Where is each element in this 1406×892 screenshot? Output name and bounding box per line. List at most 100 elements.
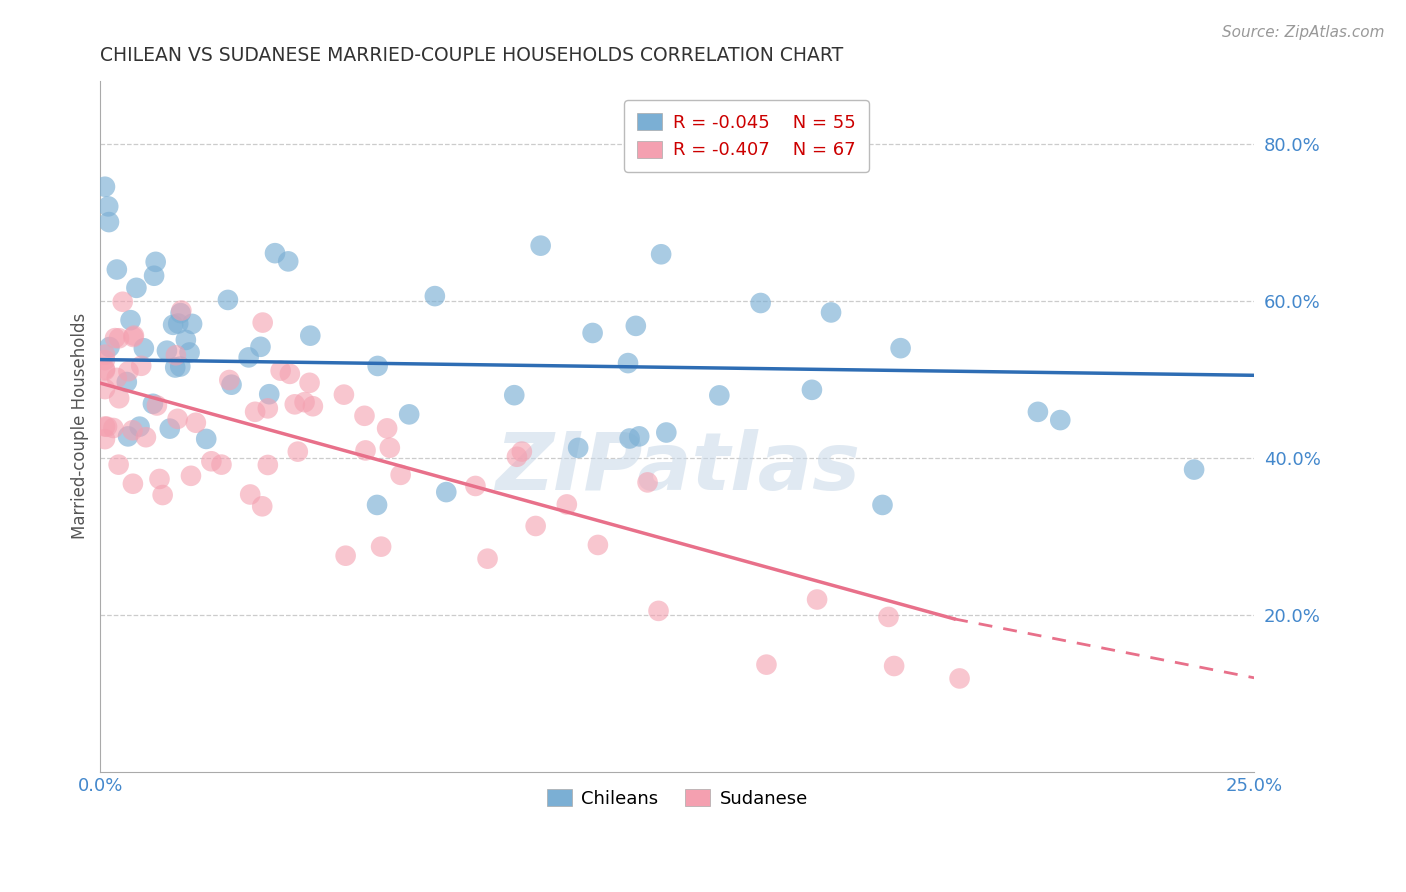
Point — [800, 383, 823, 397]
Point — [94, 363, 117, 377]
Point — [353, 409, 375, 423]
Point — [239, 487, 262, 501]
Point — [375, 421, 398, 435]
Point — [135, 430, 157, 444]
Point — [145, 255, 167, 269]
Point — [619, 432, 641, 446]
Point — [94, 362, 117, 376]
Point — [299, 328, 322, 343]
Point — [94, 432, 117, 446]
Point — [530, 238, 553, 252]
Point — [152, 488, 174, 502]
Point — [98, 215, 121, 229]
Point — [108, 331, 131, 345]
Point — [165, 360, 187, 375]
Point — [94, 382, 117, 396]
Point — [252, 500, 274, 514]
Point — [264, 246, 287, 260]
Point — [105, 371, 128, 385]
Point — [122, 330, 145, 344]
Text: ZIPatlas: ZIPatlas — [495, 429, 859, 507]
Point — [294, 395, 316, 409]
Point — [270, 364, 292, 378]
Point — [238, 351, 260, 365]
Point — [143, 268, 166, 283]
Point — [806, 592, 828, 607]
Point — [1049, 413, 1071, 427]
Point — [156, 343, 179, 358]
Point — [115, 375, 138, 389]
Legend: Chileans, Sudanese: Chileans, Sudanese — [540, 781, 815, 815]
Point — [148, 472, 170, 486]
Point — [122, 476, 145, 491]
Point — [217, 293, 239, 307]
Point — [98, 340, 121, 354]
Point — [181, 317, 204, 331]
Point — [94, 353, 117, 368]
Point — [111, 294, 134, 309]
Point — [221, 377, 243, 392]
Point — [647, 604, 669, 618]
Point — [506, 450, 529, 464]
Point — [107, 458, 129, 472]
Point — [169, 306, 191, 320]
Point — [298, 376, 321, 390]
Point — [120, 313, 142, 327]
Point — [617, 356, 640, 370]
Point — [333, 387, 356, 401]
Point — [103, 421, 125, 435]
Point — [94, 348, 117, 362]
Point — [434, 485, 457, 500]
Point — [117, 364, 139, 378]
Point — [256, 458, 278, 472]
Point — [503, 388, 526, 402]
Point — [218, 373, 240, 387]
Point — [129, 359, 152, 373]
Point — [877, 610, 900, 624]
Point — [200, 454, 222, 468]
Point — [121, 423, 143, 437]
Point — [277, 254, 299, 268]
Point — [820, 305, 842, 319]
Point — [170, 303, 193, 318]
Point — [146, 399, 169, 413]
Point — [257, 387, 280, 401]
Point — [287, 444, 309, 458]
Point — [883, 659, 905, 673]
Point — [628, 429, 651, 443]
Point — [180, 468, 202, 483]
Text: Source: ZipAtlas.com: Source: ZipAtlas.com — [1222, 25, 1385, 40]
Point — [252, 316, 274, 330]
Point — [159, 422, 181, 436]
Point — [184, 416, 207, 430]
Point — [179, 345, 201, 359]
Point — [755, 657, 778, 672]
Point — [169, 359, 191, 374]
Point — [249, 340, 271, 354]
Point — [335, 549, 357, 563]
Point — [581, 326, 603, 340]
Point — [367, 359, 389, 373]
Point — [94, 419, 117, 434]
Point — [105, 262, 128, 277]
Point — [423, 289, 446, 303]
Point — [96, 419, 118, 434]
Point — [125, 281, 148, 295]
Point — [166, 412, 188, 426]
Point — [555, 498, 578, 512]
Point — [477, 551, 499, 566]
Point — [122, 328, 145, 343]
Point — [749, 296, 772, 310]
Point — [890, 341, 912, 355]
Point — [174, 333, 197, 347]
Point — [366, 498, 388, 512]
Point — [567, 441, 589, 455]
Point — [94, 179, 117, 194]
Point — [1182, 462, 1205, 476]
Point — [162, 318, 184, 332]
Point — [464, 479, 486, 493]
Point — [370, 540, 392, 554]
Point — [872, 498, 894, 512]
Point — [354, 443, 377, 458]
Point — [165, 348, 187, 362]
